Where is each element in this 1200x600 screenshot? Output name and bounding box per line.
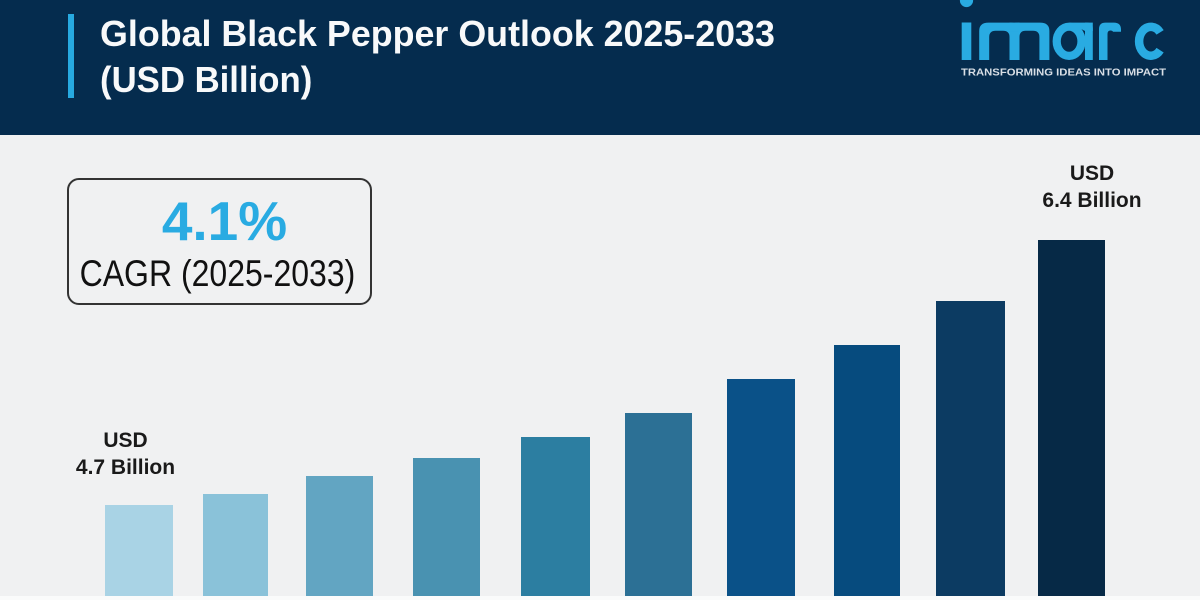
svg-text:TRANSFORMING IDEAS INTO IMPACT: TRANSFORMING IDEAS INTO IMPACT [961, 68, 1166, 79]
